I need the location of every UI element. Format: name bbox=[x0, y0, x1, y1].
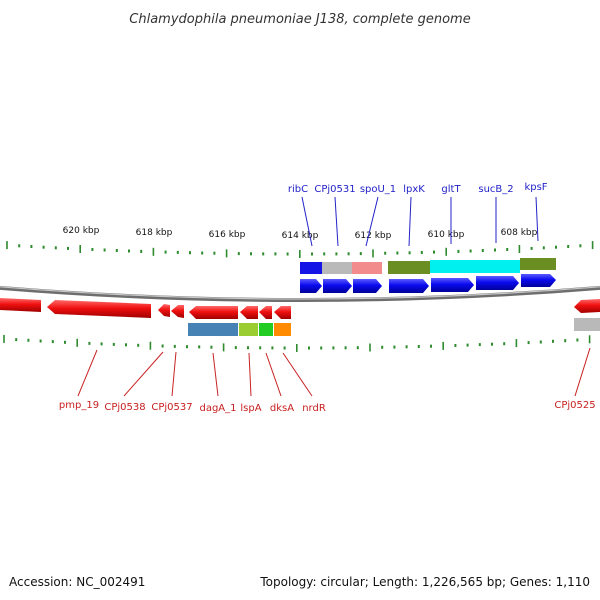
gene-lspA[interactable] bbox=[240, 306, 258, 319]
callout-line bbox=[77, 349, 98, 397]
gene-left-edge[interactable] bbox=[0, 298, 41, 312]
callout-line bbox=[248, 352, 252, 397]
gene-spoU_1[interactable] bbox=[353, 279, 382, 293]
scale-ticks-outer bbox=[6, 241, 594, 258]
cog-bar bbox=[520, 258, 556, 270]
cog-bar bbox=[239, 323, 258, 336]
gene-lpxK[interactable] bbox=[389, 279, 429, 293]
callout-line bbox=[212, 352, 219, 397]
scale-label: 612 kbp bbox=[355, 231, 392, 241]
forward-strand-genes bbox=[300, 274, 556, 293]
gene-label[interactable]: ribC bbox=[288, 184, 308, 195]
gene-label[interactable]: gltT bbox=[441, 184, 461, 195]
gene-label[interactable]: dksA bbox=[270, 403, 294, 414]
gene-label[interactable]: sucB_2 bbox=[478, 184, 513, 195]
genome-backbone bbox=[0, 285, 600, 302]
callout-line bbox=[301, 196, 313, 247]
gene-nrdR[interactable] bbox=[274, 306, 291, 319]
gene-label[interactable]: lspA bbox=[240, 403, 261, 414]
cog-bar bbox=[300, 262, 322, 274]
gene-CPj0537[interactable] bbox=[171, 305, 184, 318]
forward-cog-bars bbox=[300, 258, 556, 274]
top-callouts bbox=[301, 196, 539, 247]
callout-line bbox=[408, 196, 412, 247]
gene-label[interactable]: CPj0531 bbox=[314, 184, 355, 195]
gene-pmp_19[interactable] bbox=[47, 300, 151, 318]
scale-ticks-inner bbox=[3, 334, 591, 352]
cog-bar bbox=[352, 262, 382, 274]
scale-label: 616 kbp bbox=[209, 230, 246, 240]
gene-label[interactable]: nrdR bbox=[302, 403, 326, 414]
bottom-callouts bbox=[77, 347, 591, 397]
gene-label[interactable]: CPj0537 bbox=[151, 402, 192, 413]
cog-bar bbox=[574, 318, 600, 331]
cog-bar bbox=[188, 323, 238, 336]
gene-label[interactable]: spoU_1 bbox=[360, 184, 396, 195]
cog-bar bbox=[259, 323, 273, 336]
gene-CPj0531[interactable] bbox=[323, 279, 352, 293]
callout-line bbox=[123, 351, 164, 397]
bottom-gene-labels: pmp_19 CPj0538 CPj0537 dagA_1 lspA dksA … bbox=[59, 400, 596, 414]
cog-bar bbox=[322, 262, 352, 274]
gene-gltT[interactable] bbox=[431, 278, 474, 292]
gene-label[interactable]: CPj0525 bbox=[554, 400, 595, 411]
accession-text: Accession: NC_002491 bbox=[9, 575, 145, 589]
callout-line bbox=[265, 352, 282, 397]
gene-label[interactable]: kpsF bbox=[524, 182, 547, 193]
callout-line bbox=[365, 196, 379, 247]
scale-label: 620 kbp bbox=[63, 226, 100, 236]
cog-bar bbox=[274, 323, 291, 336]
gene-label[interactable]: lpxK bbox=[403, 184, 425, 195]
gene-ribC[interactable] bbox=[300, 279, 322, 293]
gene-CPj0525[interactable] bbox=[574, 299, 600, 313]
callout-line bbox=[574, 347, 591, 397]
gene-label[interactable]: pmp_19 bbox=[59, 400, 99, 411]
gene-kpsF[interactable] bbox=[521, 274, 556, 287]
scale-label: 610 kbp bbox=[428, 230, 465, 240]
callout-line bbox=[282, 352, 313, 397]
scale-label: 614 kbp bbox=[282, 231, 319, 241]
gene-CPj0538[interactable] bbox=[158, 304, 170, 317]
scale-label: 608 kbp bbox=[501, 228, 538, 238]
cog-bar bbox=[388, 261, 430, 274]
map-title: Chlamydophila pneumoniae J138, complete … bbox=[129, 12, 470, 27]
gene-dagA_1[interactable] bbox=[189, 306, 238, 319]
callout-line bbox=[535, 196, 539, 242]
genome-backbone-highlight bbox=[0, 286, 600, 300]
reverse-cog-bars bbox=[188, 318, 600, 336]
gene-sucB_2[interactable] bbox=[476, 276, 519, 290]
callout-line bbox=[334, 196, 339, 247]
callout-line bbox=[171, 351, 177, 397]
gene-label[interactable]: dagA_1 bbox=[199, 403, 236, 414]
gene-dksA[interactable] bbox=[259, 306, 272, 319]
reverse-strand-genes bbox=[0, 298, 600, 319]
cog-bar bbox=[430, 260, 520, 273]
top-gene-labels: ribC CPj0531 spoU_1 lpxK gltT sucB_2 kps… bbox=[288, 182, 548, 195]
scale-labels: 620 kbp 618 kbp 616 kbp 614 kbp 612 kbp … bbox=[63, 226, 538, 241]
genome-summary-text: Topology: circular; Length: 1,226,565 bp… bbox=[259, 575, 590, 589]
gene-label[interactable]: CPj0538 bbox=[104, 402, 145, 413]
scale-label: 618 kbp bbox=[136, 228, 173, 238]
